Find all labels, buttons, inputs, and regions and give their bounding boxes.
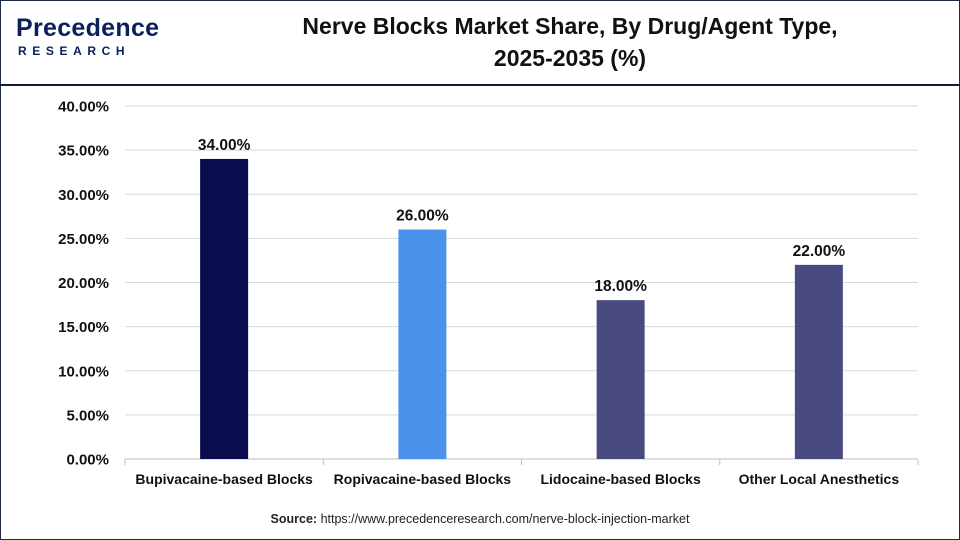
source-url: https://www.precedenceresearch.com/nerve… — [320, 512, 690, 526]
source-note: Source: https://www.precedenceresearch.c… — [0, 512, 960, 526]
source-label: Source: — [270, 512, 318, 526]
y-tick-label: 30.00% — [58, 187, 109, 204]
data-label: 34.00% — [198, 137, 251, 154]
y-tick-label: 15.00% — [58, 319, 109, 336]
y-tick-label: 10.00% — [58, 363, 109, 380]
bar-chart: 0.00% 5.00% 10.00% 15.00% 20.00% 25.00% 30.00%… — [58, 99, 919, 487]
chart-title: Nerve Blocks Market Share, By Drug/Agent… — [250, 10, 890, 74]
x-tick-label: Ropivacaine-based Blocks — [334, 471, 512, 487]
x-tick-label: Lidocaine-based Blocks — [540, 471, 700, 487]
logo-wordmark: Precedence — [16, 14, 160, 42]
chart-title-line-1: Nerve Blocks Market Share, By Drug/Agent… — [302, 13, 838, 39]
data-label: 26.00% — [396, 208, 449, 225]
y-tick-label: 5.00% — [66, 407, 109, 424]
header: Precedence RESEARCH Nerve Blocks Market … — [0, 0, 960, 86]
y-tick-label: 20.00% — [58, 275, 109, 292]
logo-subtitle: RESEARCH — [18, 44, 131, 58]
x-tick-label: Bupivacaine-based Blocks — [135, 471, 313, 487]
bar — [200, 158, 249, 459]
bar — [596, 300, 645, 459]
data-label: 18.00% — [594, 278, 647, 295]
y-tick-label: 0.00% — [66, 452, 109, 469]
precedence-research-logo: Precedence RESEARCH — [14, 14, 164, 64]
y-tick-label: 40.00% — [58, 99, 109, 116]
data-label: 22.00% — [793, 243, 846, 260]
bar — [794, 264, 843, 459]
x-tick-label: Other Local Anesthetics — [739, 471, 900, 487]
bar — [398, 229, 447, 459]
y-tick-label: 35.00% — [58, 143, 109, 160]
y-tick-label: 25.00% — [58, 231, 109, 248]
chart-title-line-2: 2025-2035 (%) — [493, 45, 647, 71]
